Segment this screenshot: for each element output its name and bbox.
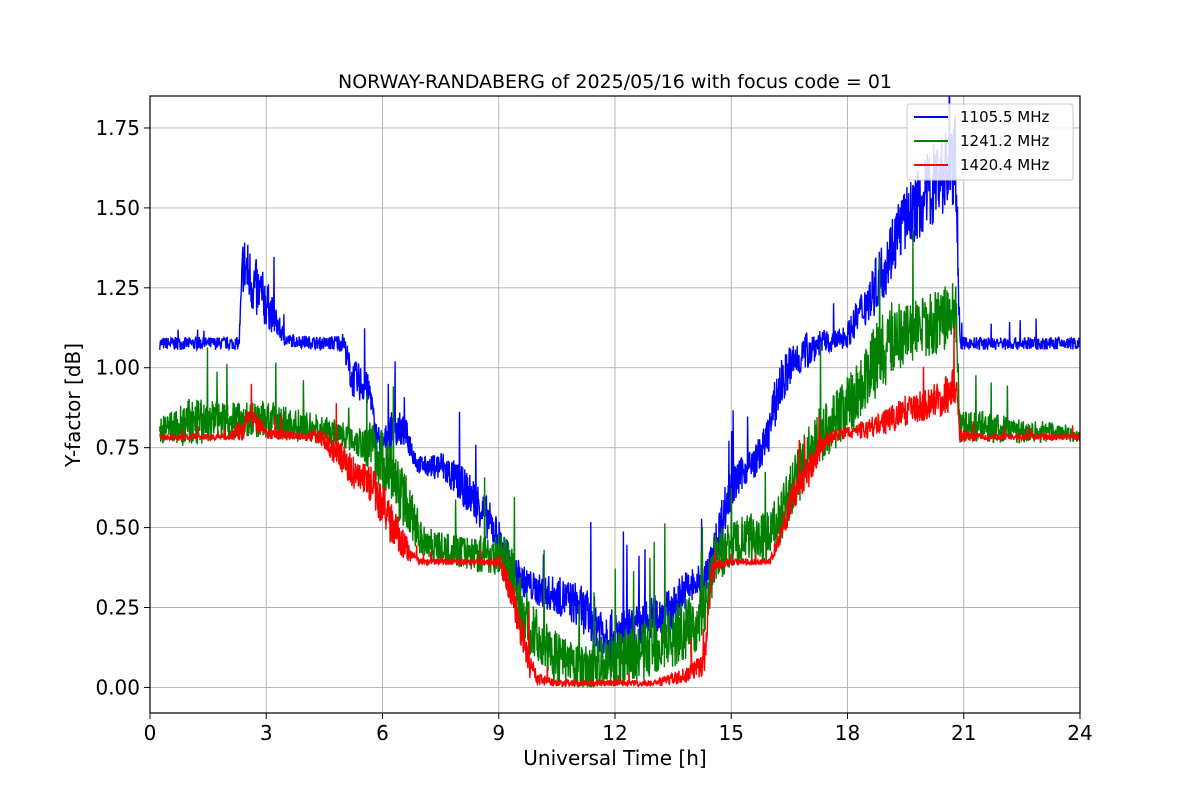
x-tick-label: 18 [835, 721, 860, 745]
chart-title: NORWAY-RANDABERG of 2025/05/16 with focu… [338, 71, 892, 93]
y-axis-label: Y-factor [dB] [61, 343, 85, 468]
x-axis-label: Universal Time [h] [523, 746, 706, 770]
y-tick-label: 1.75 [95, 116, 140, 140]
legend: 1105.5 MHz 1241.2 MHz 1420.4 MHz [906, 103, 1074, 181]
x-tick-label: 0 [144, 721, 157, 745]
axis-ticks: 0 3 6 9 12 15 18 21 24 0.00 0.25 0.50 0.75 1.00 1.25 1.… [95, 116, 1092, 745]
x-tick-label: 6 [376, 721, 389, 745]
y-tick-label: 1.50 [95, 196, 140, 220]
y-tick-label: 1.25 [95, 276, 140, 300]
y-tick-label: 0.75 [95, 436, 140, 460]
x-tick-label: 15 [719, 721, 744, 745]
y-tick-label: 1.00 [95, 356, 140, 380]
y-tick-label: 0.50 [95, 516, 140, 540]
legend-box [906, 103, 1074, 181]
x-tick-label: 12 [602, 721, 627, 745]
x-tick-label: 24 [1067, 721, 1092, 745]
y-tick-label: 0.00 [95, 675, 140, 699]
legend-label: 1105.5 MHz [960, 108, 1049, 126]
x-tick-label: 3 [260, 721, 273, 745]
legend-label: 1241.2 MHz [960, 132, 1049, 150]
y-tick-label: 0.25 [95, 596, 140, 620]
legend-label: 1420.4 MHz [960, 156, 1049, 174]
x-tick-label: 9 [492, 721, 505, 745]
series-line-3 [159, 325, 1080, 689]
series-lines [159, 96, 1080, 689]
x-tick-label: 21 [951, 721, 976, 745]
